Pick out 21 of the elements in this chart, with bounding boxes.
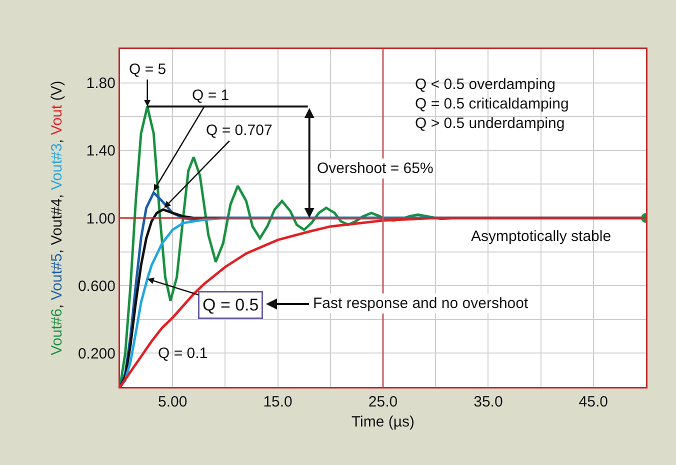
x-tick-label: 35.0 <box>474 394 503 410</box>
annotation: Q = 5 <box>129 61 166 78</box>
annotation: Overshoot = 65% <box>317 160 434 177</box>
x-tick-label: 15.0 <box>263 394 292 410</box>
x-tick-label: 25.0 <box>368 394 398 410</box>
y-tick-label: 1.40 <box>86 142 116 160</box>
x-tick-label: 5.00 <box>158 394 188 410</box>
y-tick-label: 1.00 <box>86 210 116 228</box>
annotation: Q = 1 <box>192 87 230 104</box>
y-tick-label: 0.200 <box>78 345 116 362</box>
annotation: Q = 0.5 <box>202 296 259 314</box>
annotation: Q < 0.5 overdamping Q = 0.5 criticaldamping Q > 0.5 underdamping <box>415 76 569 132</box>
text: Vout#6, Vout#5, Vout#4, Vout#3, Vout (V) <box>48 80 66 356</box>
x-axis-title: Time (µs) <box>351 413 415 430</box>
x-tick-label: 45.0 <box>578 394 608 410</box>
annotation: Asymptotically stable <box>471 228 612 245</box>
annotation: Fast response and no overshoot <box>313 295 529 312</box>
y-tick-label: 0.600 <box>78 278 116 295</box>
annotation: Q = 0.1 <box>158 345 208 362</box>
annotation: Q = 0.707 <box>206 122 272 139</box>
y-tick-label: 1.80 <box>86 75 116 92</box>
